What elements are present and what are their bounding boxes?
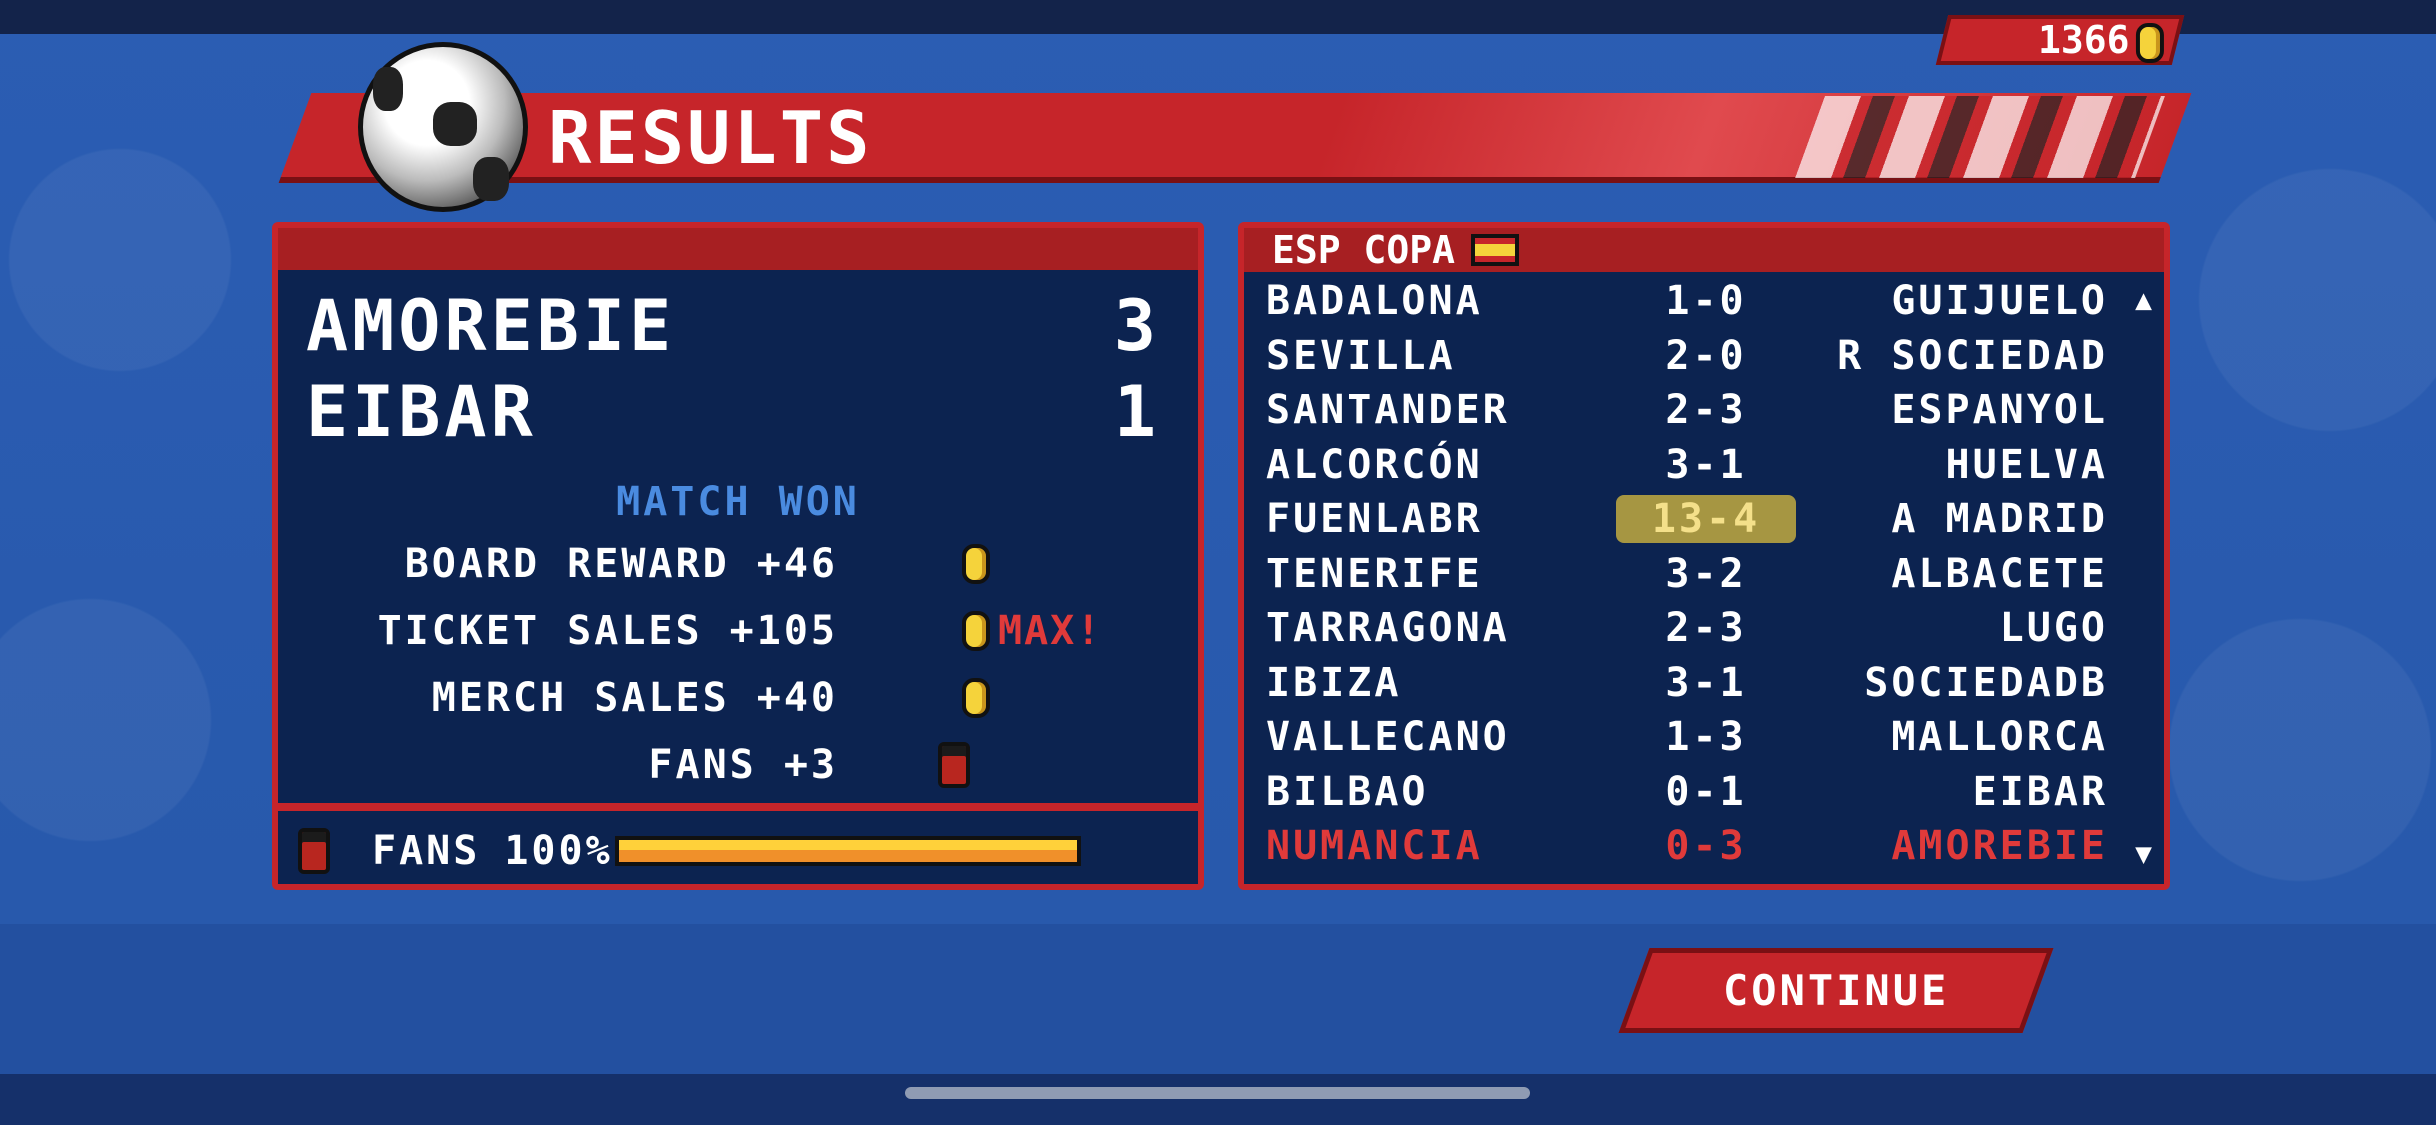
page-title: RESULTS: [548, 96, 873, 180]
result-row: BILBAO 0-1 EIBAR: [1266, 765, 2108, 819]
result-row: SANTANDER 2-3 ESPANYOL: [1266, 383, 2108, 437]
home-team: IBIZA: [1266, 659, 1402, 706]
away-team: HUELVA: [1945, 441, 2108, 488]
coin-icon: [962, 544, 990, 584]
coin-icon: [962, 611, 990, 651]
score: 3-1: [1665, 659, 1747, 706]
score: 2-3: [1665, 387, 1747, 433]
spain-flag-icon: [1471, 234, 1520, 266]
reward-row: TICKET SALES +105: [378, 607, 838, 655]
reward-label: BOARD REWARD +46: [404, 541, 838, 587]
scroll-down-icon[interactable]: ▼: [2135, 837, 2152, 870]
league-header: ESP COPA: [1244, 228, 2164, 272]
continue-label: CONTINUE: [1722, 966, 1950, 1015]
score: 0-3: [1665, 823, 1747, 869]
bottom-band: [0, 924, 2436, 1074]
score: 2-3: [1665, 605, 1747, 651]
max-badge: MAX!: [998, 608, 1103, 654]
reward-label: TICKET SALES +105: [377, 608, 838, 654]
reward-label: MERCH SALES +40: [431, 675, 838, 721]
bottom-bar: [0, 1074, 2436, 1125]
home-team: BADALONA: [1266, 278, 1483, 324]
away-team: MALLORCA: [1891, 714, 2108, 760]
home-indicator[interactable]: [905, 1087, 1530, 1099]
fan-icon: [298, 828, 330, 874]
reward-label: FANS +3: [648, 742, 838, 788]
away-team: SOCIEDADB: [1864, 659, 2108, 706]
match-status: MATCH WON: [616, 479, 860, 525]
result-row: VALLECANO 1-3 MALLORCA: [1266, 710, 2108, 764]
score: 1-0: [1665, 278, 1747, 324]
match-summary-panel: AMOREBIE 3 EIBAR 1 MATCH WON BOARD REWAR…: [272, 222, 1204, 890]
away-team: GUIJUELO: [1891, 278, 2108, 324]
away-team: ALBACETE: [1891, 550, 2108, 597]
fans-label: FANS: [372, 828, 481, 874]
result-row: NUMANCIA 0-3 AMOREBIE: [1266, 819, 2108, 873]
scroll-up-icon[interactable]: ▲: [2135, 283, 2152, 316]
home-team-name: AMOREBIE: [306, 285, 676, 367]
score: 3-1: [1665, 441, 1747, 488]
soccer-ball-icon: [358, 42, 528, 212]
currency-badge: 1366: [1935, 15, 2185, 65]
result-row: FUENLABR 13-4 A MADRID: [1266, 492, 2108, 546]
hex-pattern: [1795, 96, 2165, 178]
score: 0-1: [1665, 768, 1747, 815]
score: 3-2: [1665, 550, 1747, 597]
home-team: BILBAO: [1266, 768, 1429, 815]
result-row: SEVILLA 2-0 R SOCIEDAD: [1266, 329, 2108, 383]
panel-header: [278, 228, 1198, 270]
continue-button[interactable]: CONTINUE: [1618, 948, 2054, 1033]
result-row: BADALONA 1-0 GUIJUELO: [1266, 274, 2108, 328]
result-row: IBIZA 3-1 SOCIEDADB: [1266, 656, 2108, 710]
reward-row: FANS +3: [648, 741, 838, 789]
fans-meter: FANS 100%: [298, 828, 1081, 874]
result-row: TARRAGONA 2-3 LUGO: [1266, 601, 2108, 655]
home-team: FUENLABR: [1266, 496, 1483, 542]
fans-progress-bar: [614, 836, 1081, 866]
result-row: ALCORCÓN 3-1 HUELVA: [1266, 438, 2108, 492]
home-team: TARRAGONA: [1266, 605, 1510, 651]
fans-percent: 100%: [504, 828, 613, 874]
away-team: A MADRID: [1891, 496, 2108, 542]
home-team: ALCORCÓN: [1266, 441, 1483, 488]
reward-row: BOARD REWARD +46: [405, 540, 838, 588]
coin-icon: [962, 678, 990, 718]
home-team: VALLECANO: [1266, 714, 1510, 760]
away-team: EIBAR: [1972, 768, 2108, 815]
home-team: SEVILLA: [1266, 332, 1456, 379]
away-team-score: 1: [1113, 371, 1160, 453]
league-title: ESP COPA: [1272, 228, 1456, 272]
away-team: ESPANYOL: [1891, 387, 2108, 433]
home-team-score: 3: [1113, 285, 1160, 367]
away-team: LUGO: [1999, 605, 2108, 651]
home-team: NUMANCIA: [1266, 823, 1483, 869]
away-team: AMOREBIE: [1891, 823, 2108, 869]
score: 13-4: [1616, 495, 1796, 543]
league-results-panel[interactable]: ESP COPA BADALONA 1-0 GUIJUELO SEVILLA 2-0 R …: [1238, 222, 2170, 890]
score: 2-0: [1665, 332, 1747, 379]
home-team: TENERIFE: [1266, 550, 1483, 597]
away-team-name: EIBAR: [306, 371, 537, 453]
currency-amount: 1366: [2038, 17, 2130, 62]
fan-icon: [938, 742, 970, 788]
result-row: TENERIFE 3-2 ALBACETE: [1266, 547, 2108, 601]
divider: [278, 803, 1198, 811]
fans-progress-fill: [618, 840, 1077, 862]
home-team: SANTANDER: [1266, 387, 1510, 433]
coin-icon: [2136, 22, 2164, 63]
reward-row: MERCH SALES +40: [432, 674, 838, 722]
score: 1-3: [1665, 714, 1747, 760]
away-team: R SOCIEDAD: [1837, 332, 2108, 379]
